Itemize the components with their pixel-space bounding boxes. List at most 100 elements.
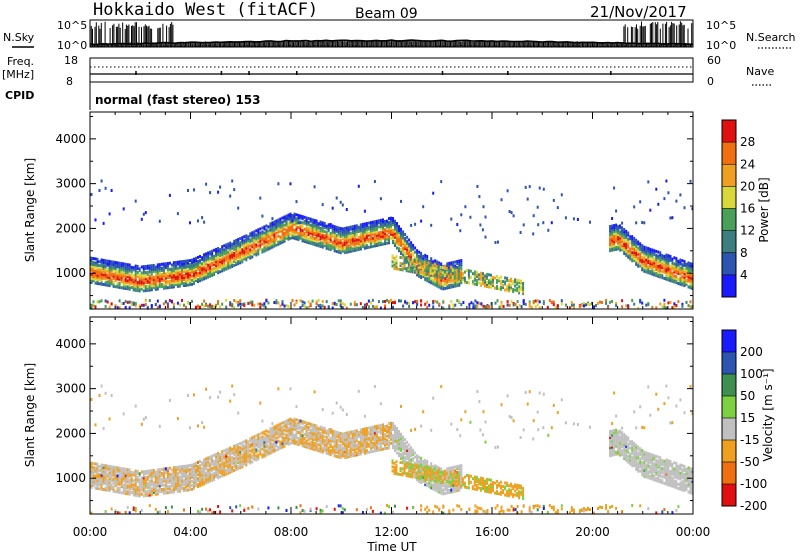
power-cell <box>144 275 147 278</box>
power-cell <box>524 302 527 306</box>
power-cell <box>384 300 386 303</box>
power-cell <box>259 306 262 309</box>
velocity-cell <box>138 474 141 478</box>
velocity-cell <box>118 488 121 492</box>
velocity-cell <box>130 483 133 486</box>
velocity-cell <box>229 450 232 454</box>
velocity-cell <box>114 468 117 471</box>
power-cell <box>267 239 270 243</box>
velocity-cell <box>96 484 99 488</box>
power-cell <box>355 234 358 238</box>
power-cell <box>219 305 222 309</box>
power-cell <box>414 246 417 250</box>
power-cell <box>181 278 183 282</box>
power-cell <box>148 282 151 286</box>
power-cell <box>482 304 485 308</box>
power-cell <box>689 286 692 290</box>
velocity-cell <box>279 442 282 446</box>
power-cell <box>498 305 501 309</box>
velocity-cell <box>303 436 306 440</box>
power-cell <box>613 234 616 238</box>
power-cell <box>106 300 109 304</box>
power-cell <box>337 238 340 242</box>
power-cell <box>486 274 488 278</box>
velocity-cell <box>321 408 324 412</box>
power-cell <box>384 242 386 246</box>
power-cell <box>649 269 652 273</box>
power-cell <box>181 260 183 264</box>
power-cell <box>440 180 443 184</box>
velocity-cell <box>325 441 328 445</box>
power-cell <box>613 244 616 248</box>
power-cell <box>615 239 618 243</box>
power-cell <box>647 303 650 307</box>
velocity-cell <box>156 490 159 494</box>
power-cell <box>166 276 169 280</box>
power-cell <box>168 283 171 287</box>
velocity-cell <box>249 445 252 449</box>
velocity-cell <box>241 455 244 459</box>
velocity-cell <box>225 448 228 452</box>
power-cell <box>172 269 175 273</box>
velocity-cell <box>219 465 222 469</box>
velocity-cell <box>323 435 326 439</box>
velocity-cell <box>257 435 260 439</box>
velocity-cell <box>168 398 171 402</box>
power-cell <box>373 230 376 234</box>
velocity-cell <box>126 480 129 484</box>
power-cell <box>203 220 206 224</box>
power-cell <box>201 266 204 270</box>
velocity-cell <box>94 480 97 484</box>
power-cell <box>479 277 482 281</box>
power-cell <box>118 275 121 279</box>
power-cell <box>263 302 266 306</box>
power-cell <box>649 249 652 253</box>
power-cell <box>183 274 185 277</box>
power-cell <box>128 306 131 310</box>
power-cell <box>538 306 541 310</box>
power-cell <box>305 222 308 226</box>
power-cell <box>687 263 690 267</box>
power-cell <box>347 240 350 244</box>
velocity-cell <box>193 478 195 482</box>
velocity-cell <box>114 482 117 486</box>
power-cell <box>235 240 238 244</box>
power-cell <box>536 303 539 307</box>
power-cell <box>687 261 690 265</box>
power-cell <box>144 303 147 306</box>
power-cell <box>166 282 169 286</box>
power-cell <box>132 280 135 284</box>
velocity-cell <box>174 474 177 477</box>
velocity-cell <box>134 477 137 481</box>
power-cell <box>126 275 129 279</box>
power-cell <box>365 232 368 236</box>
power-cell <box>337 240 340 244</box>
power-cell <box>440 262 443 266</box>
power-cell <box>106 279 109 283</box>
power-cell <box>437 269 440 273</box>
power-cell <box>227 262 230 266</box>
power-cell <box>293 232 296 236</box>
power-cell <box>651 270 654 274</box>
velocity-cell <box>166 487 169 491</box>
velocity-cell <box>140 422 143 426</box>
power-cell <box>221 263 224 267</box>
velocity-cell <box>189 484 191 488</box>
velocity-cell <box>327 430 330 434</box>
velocity-cell <box>102 463 105 467</box>
power-cell <box>617 239 620 243</box>
power-cell <box>281 232 284 236</box>
velocity-cell <box>263 432 266 436</box>
power-cell <box>335 233 338 237</box>
power-cell <box>416 299 419 303</box>
velocity-cell <box>124 487 127 491</box>
power-cell <box>281 216 284 220</box>
velocity-cell <box>100 471 103 475</box>
power-cell <box>623 234 626 237</box>
power-cell <box>277 224 280 228</box>
power-cell <box>263 304 266 308</box>
velocity-cell <box>253 437 256 441</box>
velocity-cell <box>102 482 105 485</box>
power-cell <box>396 238 398 242</box>
velocity-cell <box>273 443 276 447</box>
